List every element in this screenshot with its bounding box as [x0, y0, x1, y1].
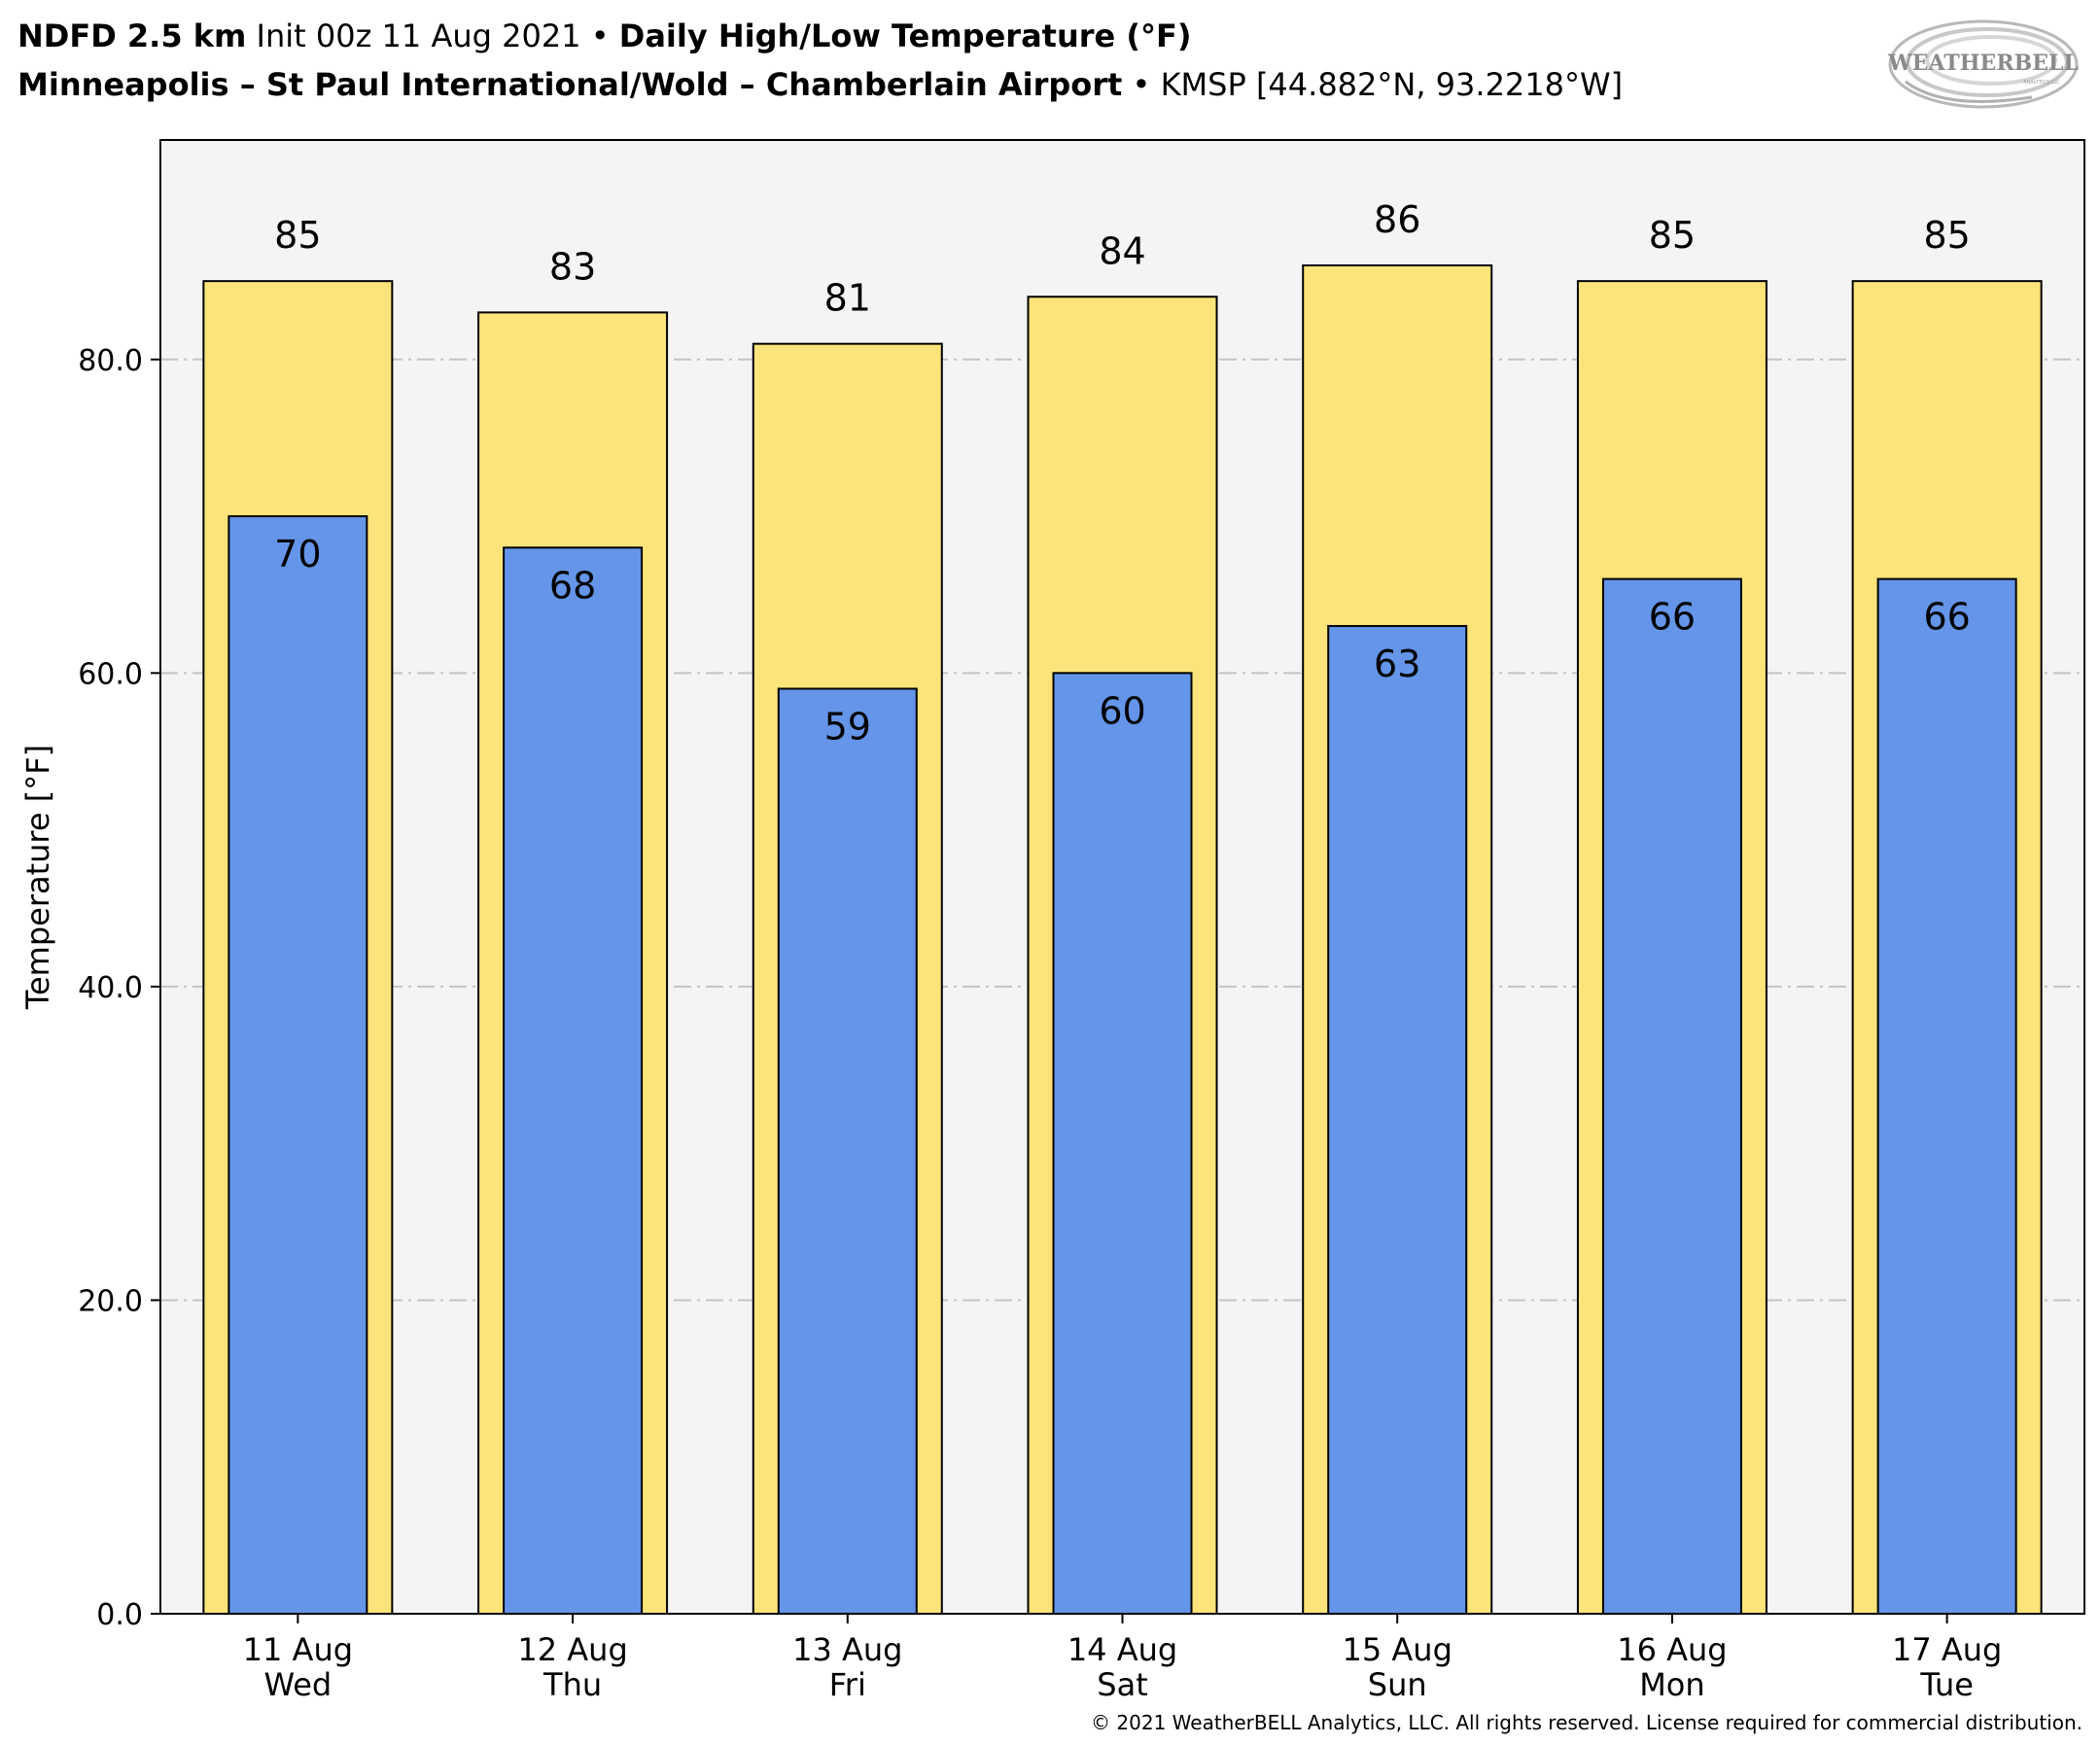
x-tick-label-date: 12 Aug	[517, 1631, 627, 1668]
logo-text: WEATHERBELL	[1887, 51, 2079, 76]
high-value-label: 84	[1099, 229, 1145, 272]
low-value-label: 63	[1374, 643, 1420, 685]
x-tick-label-date: 16 Aug	[1617, 1631, 1727, 1668]
product-title: Daily High/Low Temperature (°F)	[618, 17, 1192, 54]
header-separator: •	[590, 17, 610, 54]
high-value-label: 85	[274, 214, 321, 257]
plot-frame	[159, 139, 2085, 1615]
y-axis-label: Temperature [°F]	[19, 745, 56, 1010]
y-tick-label: 40.0	[78, 971, 143, 1005]
x-tick-label-day: Mon	[1639, 1666, 1704, 1703]
low-bar	[777, 687, 918, 1615]
init-time: Init 00z 11 Aug 2021	[256, 17, 581, 54]
x-tick-label-day: Thu	[542, 1666, 602, 1703]
x-tick-label-day: Sun	[1368, 1666, 1427, 1703]
x-tick-label-date: 14 Aug	[1068, 1631, 1177, 1668]
y-tick-label: 0.0	[96, 1598, 143, 1632]
y-tick-label: 60.0	[78, 657, 143, 691]
chart-header: NDFD 2.5 km Init 00z 11 Aug 2021 • Daily…	[18, 12, 1623, 109]
high-value-label: 86	[1374, 198, 1420, 241]
y-tick-label: 80.0	[78, 344, 143, 378]
low-bar	[1876, 577, 2017, 1615]
x-tick-label-date: 17 Aug	[1892, 1631, 2002, 1668]
low-value-label: 60	[1099, 689, 1145, 732]
low-bar	[1052, 672, 1193, 1615]
low-value-label: 66	[1649, 596, 1696, 639]
model-name: NDFD 2.5 km	[18, 17, 247, 54]
low-value-label: 59	[824, 705, 871, 748]
x-tick-label-day: Tue	[1919, 1666, 1974, 1703]
high-value-label: 83	[549, 245, 596, 288]
x-tick-label-day: Wed	[263, 1666, 332, 1703]
high-value-label: 81	[824, 277, 871, 320]
low-value-label: 68	[549, 564, 596, 607]
low-bar	[1601, 577, 1742, 1615]
low-value-label: 70	[274, 533, 321, 576]
header-line-2: Minneapolis – St Paul International/Wold…	[18, 60, 1623, 109]
logo-subtext: ANALYTICS LLC	[2023, 80, 2060, 86]
x-tick-label-day: Sat	[1097, 1666, 1147, 1703]
header-line-1: NDFD 2.5 km Init 00z 11 Aug 2021 • Daily…	[18, 12, 1623, 60]
x-tick-label-date: 15 Aug	[1343, 1631, 1452, 1668]
x-tick-label-date: 11 Aug	[243, 1631, 353, 1668]
low-value-label: 66	[1923, 596, 1970, 639]
station-name: Minneapolis – St Paul International/Wold…	[18, 66, 1123, 103]
copyright-footer: © 2021 WeatherBELL Analytics, LLC. All r…	[1091, 1711, 2082, 1734]
header-separator: •	[1132, 66, 1151, 103]
station-info: KMSP [44.882°N, 93.2218°W]	[1160, 66, 1624, 103]
low-bar	[503, 546, 644, 1616]
x-tick-label-date: 13 Aug	[792, 1631, 902, 1668]
high-value-label: 85	[1649, 214, 1696, 257]
y-tick-label: 20.0	[78, 1284, 143, 1318]
x-tick-label-day: Fri	[829, 1666, 866, 1703]
low-bar	[1327, 624, 1468, 1615]
high-value-label: 85	[1923, 214, 1970, 257]
weatherbell-logo: WEATHERBELL ANALYTICS LLC	[1887, 19, 2079, 109]
low-bar	[228, 515, 368, 1615]
